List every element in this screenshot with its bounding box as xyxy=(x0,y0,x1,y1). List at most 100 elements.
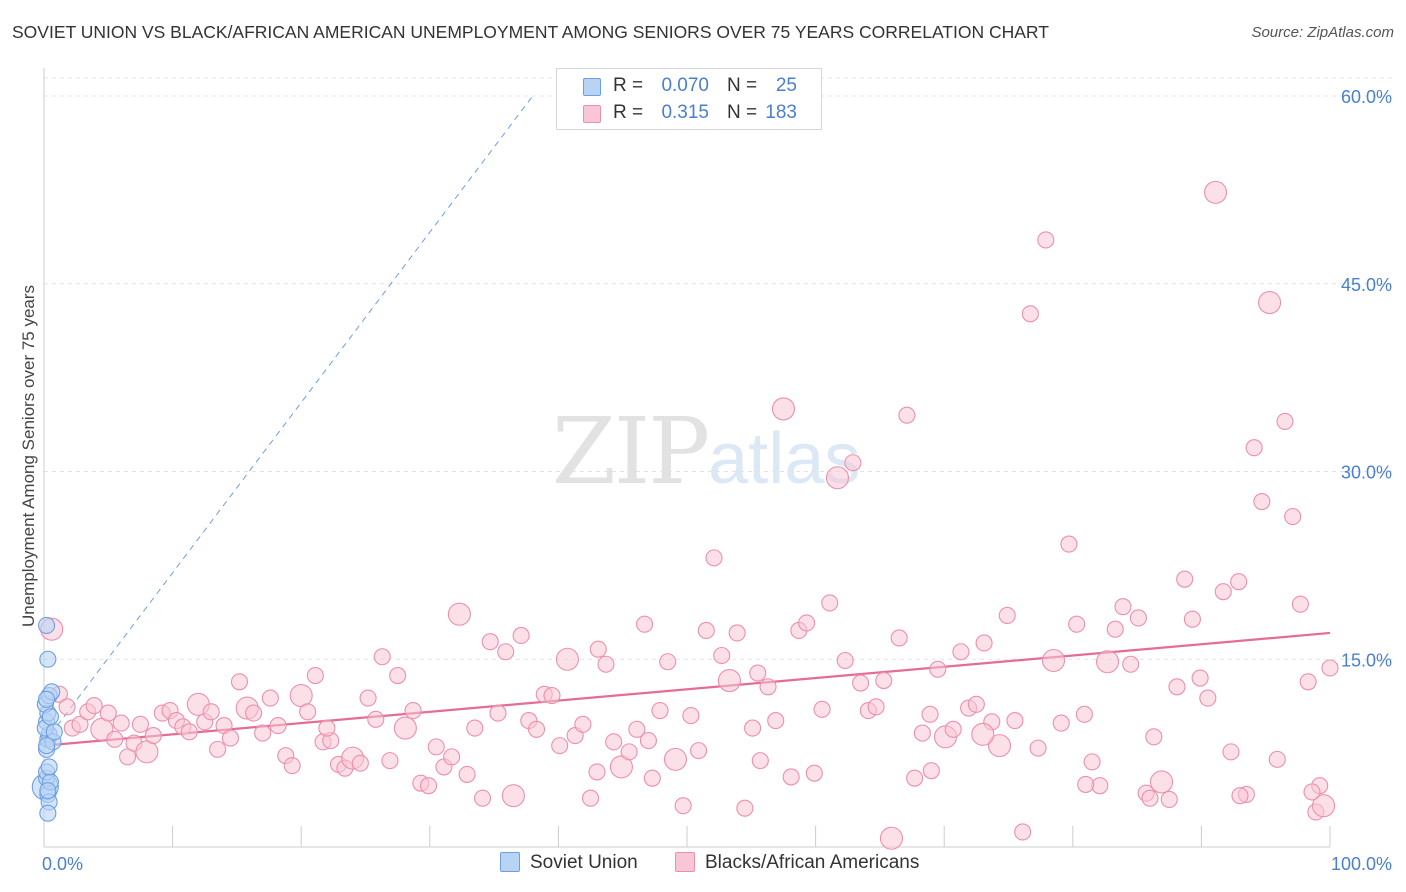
data-point-blacks-african-americans xyxy=(497,643,515,661)
data-point-blacks-african-americans xyxy=(131,715,149,733)
data-point-soviet-union xyxy=(38,616,56,635)
y-tick-label: 60.0% xyxy=(1341,87,1392,107)
data-point-blacks-african-americans xyxy=(682,707,700,725)
legend-n-label: N = xyxy=(727,102,758,123)
data-point-soviet-union xyxy=(40,758,58,776)
data-point-blacks-african-americans xyxy=(443,748,461,766)
data-point-blacks-african-americans xyxy=(1176,570,1194,588)
data-point-blacks-african-americans xyxy=(58,698,76,716)
data-point-blacks-african-americans xyxy=(373,648,391,666)
axis-layer xyxy=(43,68,1331,848)
chart-title: SOVIET UNION VS BLACK/AFRICAN AMERICAN U… xyxy=(12,22,1049,42)
data-point-blacks-african-americans xyxy=(543,686,561,705)
data-point-blacks-african-americans xyxy=(821,594,839,612)
data-point-soviet-union xyxy=(38,690,56,708)
data-point-blacks-african-americans xyxy=(404,702,422,720)
data-point-blacks-african-americans xyxy=(728,624,746,642)
legend-r-label: R = xyxy=(613,102,644,123)
data-point-blacks-african-americans xyxy=(112,714,130,732)
bottom-legend-swatch-blacks-african-americans xyxy=(675,852,695,872)
data-point-blacks-african-americans xyxy=(922,762,940,780)
data-point-blacks-african-americans xyxy=(782,768,800,786)
data-point-blacks-african-americans xyxy=(1029,739,1047,757)
data-point-blacks-african-americans xyxy=(1068,615,1086,633)
data-point-blacks-african-americans xyxy=(1230,573,1248,591)
data-point-blacks-african-americans xyxy=(1141,789,1159,807)
legend-r-value: 0.315 xyxy=(661,102,709,123)
data-point-blacks-african-americans xyxy=(643,769,661,787)
grid-layer xyxy=(44,77,1392,660)
data-point-blacks-african-americans xyxy=(1321,659,1339,677)
data-point-blacks-african-americans xyxy=(875,671,893,690)
data-point-blacks-african-americans xyxy=(1291,595,1309,613)
data-point-blacks-african-americans xyxy=(1276,412,1294,430)
series-soviet-union xyxy=(31,616,63,822)
data-point-blacks-african-americans xyxy=(852,674,870,692)
data-point-blacks-african-americans xyxy=(605,733,623,751)
data-point-soviet-union xyxy=(39,804,57,822)
data-point-blacks-african-americans xyxy=(458,765,476,783)
data-point-blacks-african-americans xyxy=(359,689,377,707)
data-point-blacks-african-americans xyxy=(419,777,438,795)
legend-row-soviet-union: R = 0.070 N = 25 xyxy=(557,73,821,100)
data-point-blacks-african-americans xyxy=(119,748,137,766)
watermark-zip: ZIP xyxy=(552,398,710,505)
data-point-blacks-african-americans xyxy=(1214,583,1232,601)
data-point-blacks-african-americans xyxy=(447,602,471,626)
data-point-blacks-african-americans xyxy=(1312,794,1336,818)
data-point-blacks-african-americans xyxy=(389,666,407,685)
legend-row-blacks-african-americans: R = 0.315 N = 183 xyxy=(557,100,821,127)
data-point-blacks-african-americans xyxy=(512,626,530,645)
data-point-blacks-african-americans xyxy=(1258,290,1282,315)
data-point-blacks-african-americans xyxy=(967,695,985,713)
data-point-blacks-african-americans xyxy=(759,678,777,696)
data-point-blacks-african-americans xyxy=(1083,753,1101,771)
data-point-soviet-union xyxy=(38,737,56,755)
data-point-blacks-african-americans xyxy=(261,689,279,707)
data-point-blacks-african-americans xyxy=(589,640,607,658)
y-tick-label: 45.0% xyxy=(1341,275,1392,295)
data-point-blacks-african-americans xyxy=(609,755,633,779)
data-point-blacks-african-americans xyxy=(299,703,317,721)
data-point-blacks-african-americans xyxy=(1284,508,1302,526)
data-point-blacks-african-americans xyxy=(1021,305,1039,323)
data-point-blacks-african-americans xyxy=(1106,620,1124,638)
data-point-blacks-african-americans xyxy=(555,647,579,671)
data-point-blacks-african-americans xyxy=(717,668,741,693)
watermark: ZIPatlas xyxy=(552,398,860,505)
data-point-blacks-african-americans xyxy=(1253,492,1271,511)
data-point-blacks-african-americans xyxy=(221,729,240,747)
data-point-blacks-african-americans xyxy=(489,704,507,722)
data-point-blacks-african-americans xyxy=(597,655,615,673)
data-point-blacks-african-americans xyxy=(581,789,600,807)
data-point-blacks-african-americans xyxy=(879,826,904,850)
data-point-blacks-african-americans xyxy=(351,754,369,772)
bottom-legend-label-soviet-union: Soviet Union xyxy=(530,852,638,873)
data-point-blacks-african-americans xyxy=(289,683,313,708)
data-point-blacks-african-americans xyxy=(393,716,417,740)
data-point-blacks-african-americans xyxy=(971,722,995,746)
data-point-blacks-african-americans xyxy=(245,704,263,722)
source-label: Source: ZipAtlas.com xyxy=(1251,24,1394,41)
legend-swatch-soviet-union xyxy=(583,78,601,96)
data-point-blacks-african-americans xyxy=(1268,750,1286,768)
data-point-blacks-african-americans xyxy=(805,764,823,782)
data-point-blacks-african-americans xyxy=(749,664,767,682)
data-point-blacks-african-americans xyxy=(1149,770,1174,794)
data-point-blacks-african-americans xyxy=(736,799,754,817)
data-point-blacks-african-americans xyxy=(1014,823,1032,841)
data-point-blacks-african-americans xyxy=(71,715,89,733)
data-point-blacks-african-americans xyxy=(952,643,970,661)
data-point-blacks-african-americans xyxy=(473,789,492,807)
legend-n-value: 183 xyxy=(765,102,797,123)
data-point-blacks-african-americans xyxy=(1077,775,1095,793)
data-point-blacks-african-americans xyxy=(1006,712,1024,730)
label-layer: 15.0% 30.0% 45.0% 60.0% 0.0% 100.0% Unemployme… xyxy=(19,87,1392,874)
data-point-blacks-african-americans xyxy=(269,717,287,735)
data-point-blacks-african-americans xyxy=(844,454,862,472)
data-point-blacks-african-americans xyxy=(1245,439,1263,457)
y-axis-title: Unemployment Among Seniors over 75 years xyxy=(19,285,38,627)
data-point-blacks-african-americans xyxy=(551,737,569,755)
data-point-blacks-african-americans xyxy=(427,738,445,756)
